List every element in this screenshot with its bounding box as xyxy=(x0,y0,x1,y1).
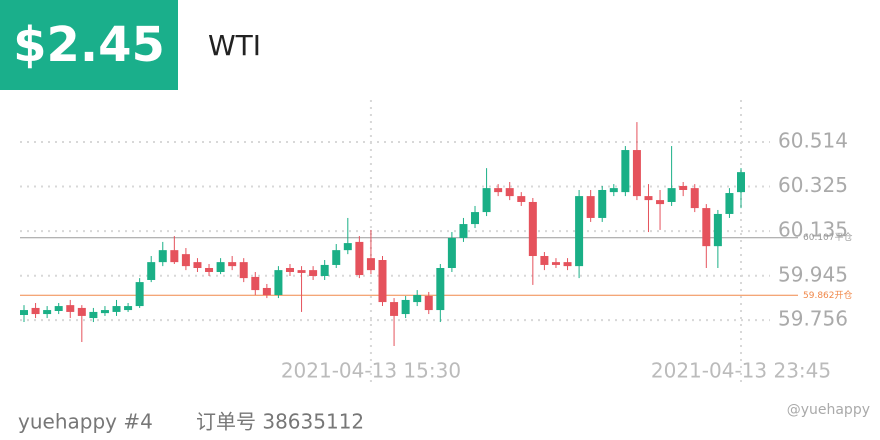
candle-body xyxy=(216,262,225,272)
reference-label: 60.107平仓 xyxy=(803,231,853,243)
candle-body xyxy=(540,256,549,265)
candle-body xyxy=(494,188,503,193)
candle-body xyxy=(20,310,28,315)
candle-body xyxy=(309,270,318,276)
candle-body xyxy=(66,305,75,312)
candle-body xyxy=(725,193,734,214)
candle-body xyxy=(656,200,665,205)
candle-body xyxy=(251,276,260,291)
x-tick-label: 2021-04-13 23:45 xyxy=(651,359,831,383)
candle-body xyxy=(482,188,491,213)
candle-body xyxy=(702,208,711,247)
y-tick-label: 60.514 xyxy=(778,129,848,153)
candle-body xyxy=(205,267,214,272)
y-tick-label: 59.756 xyxy=(778,307,848,331)
candle-body xyxy=(575,196,584,267)
candle-body xyxy=(563,262,572,267)
candle-body xyxy=(274,270,283,296)
candle-body xyxy=(297,270,306,273)
order-number: 订单号 38635112 xyxy=(196,410,364,434)
candle-body xyxy=(447,237,456,268)
watermark: @yuehappy xyxy=(787,402,870,418)
y-tick-label: 60.325 xyxy=(778,173,848,197)
candle-body xyxy=(366,258,375,271)
candle-body xyxy=(644,196,653,201)
candle-body xyxy=(112,306,121,312)
candle-body xyxy=(679,185,688,190)
candle-body xyxy=(147,262,156,280)
candle-body xyxy=(690,188,699,209)
candle-body xyxy=(551,262,560,265)
candle-body xyxy=(621,150,630,193)
candle-body xyxy=(609,188,618,193)
candle-body xyxy=(320,264,329,276)
x-tick-label: 2021-04-13 15:30 xyxy=(281,359,461,383)
reference-label: 59.862开仓 xyxy=(803,289,853,301)
candle-body xyxy=(505,188,514,197)
candle-body xyxy=(124,306,133,311)
candle-body xyxy=(332,250,341,265)
candle-body xyxy=(89,311,98,319)
candle-body xyxy=(343,243,352,251)
candle-body xyxy=(181,254,190,267)
candle-body xyxy=(667,188,676,202)
y-tick-label: 59.945 xyxy=(778,262,848,286)
profit-badge xyxy=(0,0,178,90)
candle-body xyxy=(228,262,237,267)
candle-body xyxy=(31,307,40,315)
candle-body xyxy=(158,250,167,263)
profit: $2.45 xyxy=(13,17,165,73)
candle-body xyxy=(239,262,248,279)
user: yuehappy #4 xyxy=(18,410,153,434)
candle-body xyxy=(262,287,271,296)
candle-body xyxy=(54,306,63,311)
candle-body xyxy=(77,307,86,316)
candle-body xyxy=(100,310,109,314)
candle-body xyxy=(413,295,422,303)
candle-body xyxy=(528,201,537,257)
symbol: WTI xyxy=(208,29,261,62)
candle-body xyxy=(401,299,410,315)
candle-body xyxy=(471,212,480,225)
candle-body xyxy=(737,172,745,193)
candle-body xyxy=(193,262,202,268)
candle-body xyxy=(713,213,722,247)
candle-body xyxy=(355,241,364,276)
candle-body xyxy=(170,250,179,263)
candle-body xyxy=(436,267,445,311)
candle-body xyxy=(517,196,526,202)
candle-body xyxy=(424,295,433,311)
candle-body xyxy=(378,260,387,303)
candle-body xyxy=(390,302,399,316)
candle-body xyxy=(43,310,52,315)
candle-body xyxy=(586,196,595,218)
candle-body xyxy=(632,150,641,197)
candle-body xyxy=(135,282,144,307)
candle-body xyxy=(285,267,294,272)
candle-body xyxy=(459,224,468,238)
candle-body xyxy=(598,189,607,218)
